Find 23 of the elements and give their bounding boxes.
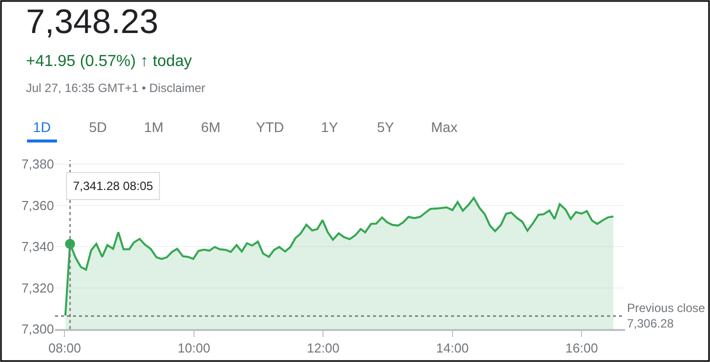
text: 1D: [33, 119, 51, 135]
text: 1M: [144, 119, 164, 135]
ref-line-label: Previous close 7,306.28: [627, 301, 706, 331]
y-tick-label: 7,320: [21, 280, 54, 296]
y-tick-label: 7,360: [21, 198, 54, 213]
y-tick-label: 7,340: [21, 239, 54, 254]
text: 5Y: [377, 119, 395, 135]
text: Max: [431, 119, 458, 135]
text: 5D: [89, 119, 107, 135]
annotation: 7,341.28 08:05: [73, 179, 154, 193]
x-tick-label: 10:00: [178, 340, 210, 356]
x-tick-label: 16:00: [565, 340, 598, 356]
text: YTD: [256, 119, 284, 135]
chart-subtitle: +41.95 (0.57%) ↑ today: [26, 53, 192, 70]
x-tick-label: 08:00: [48, 340, 81, 356]
text: Jul 27, 16:35 GMT+1 • Disclaimer: [26, 81, 206, 95]
y-tick-label: 7,380: [21, 156, 54, 172]
chart-title: 7,348.23: [26, 3, 158, 41]
text: 6M: [201, 119, 220, 135]
x-tick-label: 14:00: [436, 340, 469, 356]
y-tick-label: 7,300: [21, 322, 54, 337]
x-tick-label: 12:00: [306, 340, 340, 356]
text: 1Y: [321, 119, 339, 135]
